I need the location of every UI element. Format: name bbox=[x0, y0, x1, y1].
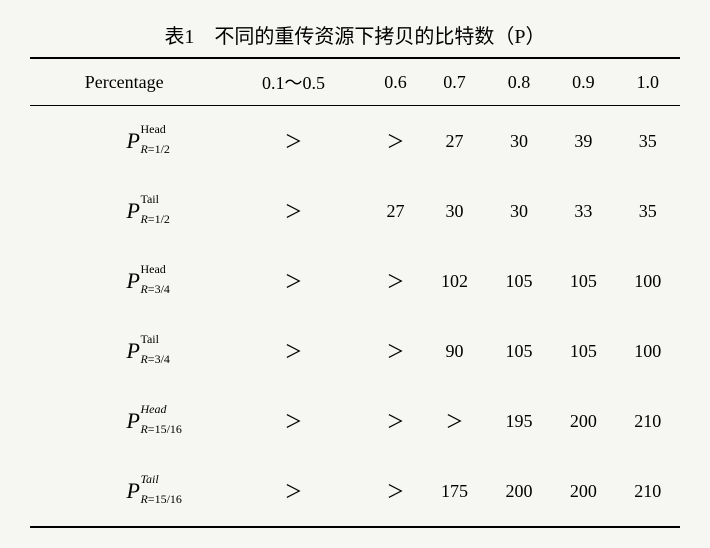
table-row: PTailR=3/4＞＞90105105100 bbox=[30, 316, 680, 386]
col-header: 0.1～0.5 bbox=[218, 58, 368, 106]
col-header: 0.9 bbox=[551, 58, 615, 106]
row-label: PTail R=3/4 bbox=[30, 316, 218, 386]
subscript: R=3/4 bbox=[140, 282, 169, 297]
superscript: Head bbox=[140, 262, 165, 277]
table-row: PHeadR=15/16＞＞＞195200210 bbox=[30, 386, 680, 456]
table-cell: 30 bbox=[487, 106, 551, 177]
table-cell: 210 bbox=[616, 386, 680, 456]
table-cell: 27 bbox=[369, 176, 423, 246]
col-header: 0.6 bbox=[369, 58, 423, 106]
row-label: PTail R=15/16 bbox=[30, 456, 218, 527]
table-cell: ＞ bbox=[218, 456, 368, 527]
row-label: PHead R=15/16 bbox=[30, 386, 218, 456]
table-title: 表1 不同的重传资源下拷贝的比特数（P） bbox=[30, 20, 680, 49]
superscript: Tail bbox=[140, 332, 159, 347]
table-cell: ＞ bbox=[369, 456, 423, 527]
row-label: PTail R=1/2 bbox=[30, 176, 218, 246]
table-row: PTailR=15/16＞＞175200200210 bbox=[30, 456, 680, 527]
subscript: R=3/4 bbox=[140, 352, 169, 367]
table-cell: 27 bbox=[422, 106, 486, 177]
table-cell: 105 bbox=[487, 246, 551, 316]
symbol-P: P bbox=[126, 408, 139, 433]
superscript: Tail bbox=[140, 472, 158, 487]
table-cell: 210 bbox=[616, 456, 680, 527]
col-header: 1.0 bbox=[616, 58, 680, 106]
subscript: R=1/2 bbox=[140, 142, 169, 157]
superscript: Head bbox=[140, 122, 165, 137]
table-cell: 35 bbox=[616, 176, 680, 246]
table-cell: ＞ bbox=[218, 316, 368, 386]
subscript: R=15/16 bbox=[140, 422, 181, 437]
table-cell: 105 bbox=[551, 316, 615, 386]
col-header: 0.7 bbox=[422, 58, 486, 106]
table-cell: 200 bbox=[551, 456, 615, 527]
symbol-P: P bbox=[126, 338, 139, 363]
symbol-P: P bbox=[126, 478, 139, 503]
table-cell: ＞ bbox=[369, 386, 423, 456]
table-row: PHeadR=3/4＞＞102105105100 bbox=[30, 246, 680, 316]
superscript: Head bbox=[140, 402, 166, 417]
table-cell: 200 bbox=[487, 456, 551, 527]
row-label: PHead R=1/2 bbox=[30, 106, 218, 177]
table-body: PHeadR=1/2＞＞27303935PTailR=1/2＞273030333… bbox=[30, 106, 680, 528]
header-row: Percentage 0.1～0.5 0.6 0.7 0.8 0.9 1.0 bbox=[30, 58, 680, 106]
col-header: 0.8 bbox=[487, 58, 551, 106]
table-cell: 30 bbox=[487, 176, 551, 246]
table-cell: ＞ bbox=[218, 176, 368, 246]
table-cell: 100 bbox=[616, 316, 680, 386]
table-cell: 105 bbox=[487, 316, 551, 386]
superscript: Tail bbox=[140, 192, 159, 207]
table-row: PTailR=1/2＞2730303335 bbox=[30, 176, 680, 246]
table-cell: ＞ bbox=[218, 106, 368, 177]
table-cell: ＞ bbox=[218, 386, 368, 456]
table-cell: 175 bbox=[422, 456, 486, 527]
table-row: PHeadR=1/2＞＞27303935 bbox=[30, 106, 680, 177]
subscript: R=1/2 bbox=[140, 212, 169, 227]
table-cell: 200 bbox=[551, 386, 615, 456]
symbol-P: P bbox=[126, 128, 139, 153]
table-cell: 39 bbox=[551, 106, 615, 177]
subscript: R=15/16 bbox=[140, 492, 181, 507]
symbol-P: P bbox=[126, 198, 139, 223]
table-cell: 100 bbox=[616, 246, 680, 316]
table-cell: 35 bbox=[616, 106, 680, 177]
col-header: Percentage bbox=[30, 58, 218, 106]
table-cell: 30 bbox=[422, 176, 486, 246]
table-cell: ＞ bbox=[369, 316, 423, 386]
table-cell: 195 bbox=[487, 386, 551, 456]
table-cell: 90 bbox=[422, 316, 486, 386]
table-cell: 102 bbox=[422, 246, 486, 316]
row-label: PHead R=3/4 bbox=[30, 246, 218, 316]
table-cell: ＞ bbox=[218, 246, 368, 316]
table-cell: ＞ bbox=[369, 246, 423, 316]
data-table: Percentage 0.1～0.5 0.6 0.7 0.8 0.9 1.0 P… bbox=[30, 57, 680, 528]
table-cell: ＞ bbox=[422, 386, 486, 456]
table-cell: 33 bbox=[551, 176, 615, 246]
table-cell: 105 bbox=[551, 246, 615, 316]
symbol-P: P bbox=[126, 268, 139, 293]
table-cell: ＞ bbox=[369, 106, 423, 177]
